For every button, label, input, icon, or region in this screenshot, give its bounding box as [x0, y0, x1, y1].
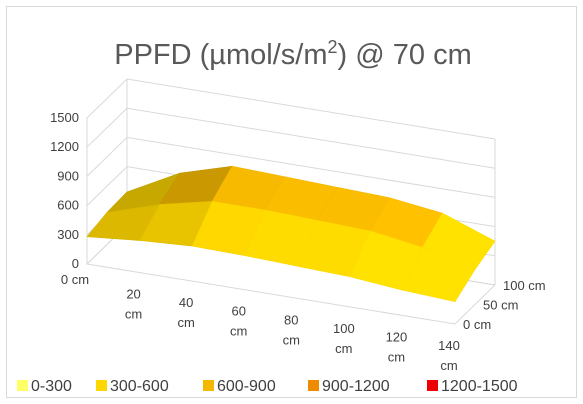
legend-swatch — [308, 380, 319, 391]
legend-swatch — [203, 380, 214, 391]
y-tick-label: 50 cm — [483, 298, 518, 313]
z-tick-label: 900 — [57, 168, 79, 183]
z-tick-label: 600 — [57, 198, 79, 213]
legend-swatch — [96, 380, 107, 391]
title-superscript: 2 — [328, 37, 338, 57]
legend-swatch — [427, 380, 438, 391]
x-tick-label: 80 cm — [283, 312, 300, 347]
surface-layer — [86, 165, 496, 302]
axis-layer: 0 300 600 900 1200 1500 0 cm 20 cm 40 cm 60 cm 80 cm 10… — [50, 110, 546, 373]
x-tick-label: 140 cm — [438, 338, 460, 373]
y-tick-label: 0 cm — [463, 317, 491, 332]
z-tick-label: 1500 — [50, 110, 79, 125]
legend-swatch — [17, 380, 28, 391]
z-gridline — [86, 107, 496, 169]
z-tick-label: 300 — [57, 227, 79, 242]
title-suffix: ) @ 70 cm — [338, 39, 472, 71]
x-tick-label: 60 cm — [230, 304, 247, 339]
x-tick-label: 40 cm — [177, 295, 194, 330]
legend-label: 0-300 — [31, 378, 72, 395]
z-tick-label: 0 — [72, 256, 79, 271]
x-tick-label: 120 cm — [386, 329, 408, 364]
x-tick-label: 20 cm — [125, 287, 142, 322]
y-tick-label: 100 cm — [503, 278, 546, 293]
z-tick-label: 1200 — [50, 139, 79, 154]
legend-label: 600-900 — [217, 378, 276, 395]
legend: 0-300 300-600 600-900 900-1200 1200-1500 — [17, 378, 518, 395]
z-gridline — [86, 78, 496, 140]
legend-label: 300-600 — [110, 378, 169, 395]
chart-title: PPFD (µmol/s/m2) @ 70 cm — [114, 37, 471, 71]
legend-label: 900-1200 — [322, 378, 390, 395]
legend-label: 1200-1500 — [441, 378, 518, 395]
surface-chart: PPFD (µmol/s/m2) @ 70 cm 0 300 600 900 1200 1… — [17, 37, 546, 395]
surface-patch — [401, 246, 476, 302]
chart-frame: PPFD (µmol/s/m2) @ 70 cm 0 300 600 900 1200 1… — [6, 6, 577, 398]
x-tick-label: 100 cm — [333, 321, 355, 356]
x-tick-label: 0 cm — [61, 272, 89, 287]
